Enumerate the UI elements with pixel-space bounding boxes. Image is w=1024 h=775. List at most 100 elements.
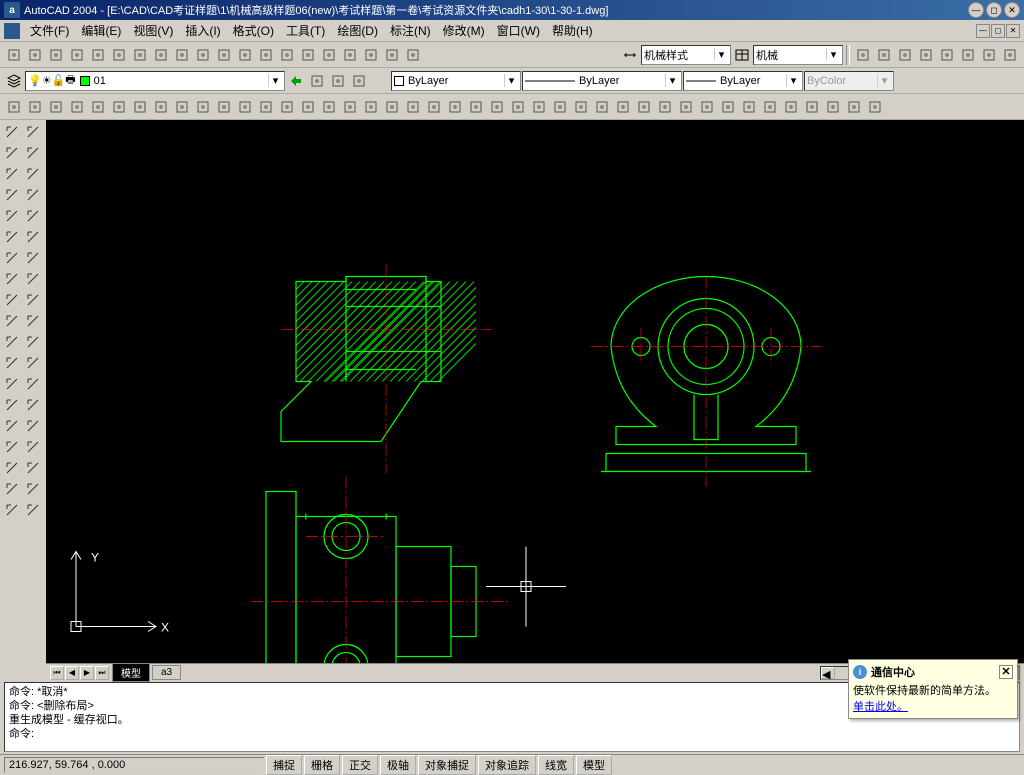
dimstyle-icon[interactable] — [620, 45, 640, 65]
draw-tool-7[interactable] — [2, 269, 22, 289]
modify-tool-7[interactable] — [23, 269, 43, 289]
modify-tool-11[interactable] — [23, 353, 43, 373]
draw-tool-11[interactable] — [2, 353, 22, 373]
layer-combo[interactable]: 💡 ☀ 🔓 🖶 01 ▾ — [25, 71, 285, 91]
modify-tool-12[interactable] — [23, 374, 43, 394]
status-模型[interactable]: 模型 — [576, 755, 612, 775]
dim-tool-17[interactable] — [361, 97, 381, 117]
open-button[interactable] — [25, 45, 45, 65]
plot-button[interactable] — [67, 45, 87, 65]
tablestyle-icon[interactable] — [732, 45, 752, 65]
zoom-all-button[interactable] — [895, 45, 915, 65]
layer-prev-button[interactable] — [286, 71, 306, 91]
dim-tool-18[interactable] — [382, 97, 402, 117]
dim-tool-4[interactable] — [88, 97, 108, 117]
preview-button[interactable] — [88, 45, 108, 65]
dim-tool-9[interactable] — [193, 97, 213, 117]
zoom-prev-button[interactable] — [319, 45, 339, 65]
menu-编辑e[interactable]: 编辑(E) — [75, 20, 127, 41]
modify-tool-9[interactable] — [23, 311, 43, 331]
zoom-obj-button[interactable] — [1000, 45, 1020, 65]
color-combo[interactable]: ByLayer▾ — [391, 71, 521, 91]
draw-tool-4[interactable] — [2, 206, 22, 226]
dim-tool-8[interactable] — [172, 97, 192, 117]
model-space-canvas[interactable]: YX — [46, 120, 1024, 663]
dim-tool-0[interactable] — [4, 97, 24, 117]
dim-tool-22[interactable] — [466, 97, 486, 117]
draw-tool-16[interactable] — [2, 458, 22, 478]
status-线宽[interactable]: 线宽 — [538, 755, 574, 775]
mdi-close-button[interactable]: ✕ — [1006, 24, 1020, 38]
dim-tool-35[interactable] — [739, 97, 759, 117]
copy-button[interactable] — [151, 45, 171, 65]
draw-tool-14[interactable] — [2, 416, 22, 436]
dim-tool-24[interactable] — [508, 97, 528, 117]
dim-tool-40[interactable] — [844, 97, 864, 117]
save-button[interactable] — [46, 45, 66, 65]
menu-文件f[interactable]: 文件(F) — [24, 20, 75, 41]
status-对象捕捉[interactable]: 对象捕捉 — [418, 755, 476, 775]
layout-tab[interactable]: a3 — [152, 665, 181, 680]
draw-tool-3[interactable] — [2, 185, 22, 205]
pan-button[interactable] — [256, 45, 276, 65]
dim-tool-32[interactable] — [676, 97, 696, 117]
modify-tool-6[interactable] — [23, 248, 43, 268]
dim-tool-39[interactable] — [823, 97, 843, 117]
paste-button[interactable] — [172, 45, 192, 65]
status-捕捉[interactable]: 捕捉 — [266, 755, 302, 775]
dim-tool-5[interactable] — [109, 97, 129, 117]
dim-tool-13[interactable] — [277, 97, 297, 117]
draw-tool-5[interactable] — [2, 227, 22, 247]
menu-视图v[interactable]: 视图(V) — [127, 20, 179, 41]
tool-palettes-button[interactable] — [382, 45, 402, 65]
coordinates-display[interactable]: 216.927, 59.764 , 0.000 — [4, 757, 264, 773]
dim-tool-34[interactable] — [718, 97, 738, 117]
dim-tool-3[interactable] — [67, 97, 87, 117]
dim-tool-1[interactable] — [25, 97, 45, 117]
draw-tool-1[interactable] — [2, 143, 22, 163]
draw-tool-0[interactable] — [2, 122, 22, 142]
menu-绘图d[interactable]: 绘图(D) — [331, 20, 384, 41]
designcenter-button[interactable] — [361, 45, 381, 65]
tab-first-button[interactable]: ⏮ — [50, 666, 64, 680]
dim-tool-25[interactable] — [529, 97, 549, 117]
notification-link[interactable]: 单击此处。 — [853, 701, 908, 713]
drawing-viewport[interactable]: YX ⏮ ◀ ▶ ⏭ 模型 a3 ◀▶ — [46, 120, 1024, 680]
dim-tool-33[interactable] — [697, 97, 717, 117]
modify-tool-0[interactable] — [23, 122, 43, 142]
minimize-button[interactable]: — — [968, 2, 984, 18]
dim-tool-19[interactable] — [403, 97, 423, 117]
mdi-restore-button[interactable]: ◻ — [991, 24, 1005, 38]
layer-manager-button[interactable] — [4, 71, 24, 91]
menu-窗口w[interactable]: 窗口(W) — [491, 20, 546, 41]
dim-tool-15[interactable] — [319, 97, 339, 117]
cut-button[interactable] — [130, 45, 150, 65]
dim-tool-37[interactable] — [781, 97, 801, 117]
match-button[interactable] — [193, 45, 213, 65]
dim-tool-16[interactable] — [340, 97, 360, 117]
draw-tool-17[interactable] — [2, 479, 22, 499]
help-button[interactable] — [403, 45, 423, 65]
draw-tool-13[interactable] — [2, 395, 22, 415]
dim-tool-27[interactable] — [571, 97, 591, 117]
model-tab[interactable]: 模型 — [112, 663, 150, 682]
modify-tool-16[interactable] — [23, 458, 43, 478]
menu-修改m[interactable]: 修改(M) — [437, 20, 491, 41]
dim-tool-38[interactable] — [802, 97, 822, 117]
layer-iso-button[interactable] — [349, 71, 369, 91]
tab-next-button[interactable]: ▶ — [80, 666, 94, 680]
dimstyle-combo[interactable]: 机械样式▾ — [641, 45, 731, 65]
draw-tool-12[interactable] — [2, 374, 22, 394]
redo-button[interactable] — [235, 45, 255, 65]
dim-tool-6[interactable] — [130, 97, 150, 117]
publish-button[interactable] — [109, 45, 129, 65]
notification-close-button[interactable]: ✕ — [999, 665, 1013, 679]
dim-tool-30[interactable] — [634, 97, 654, 117]
tablestyle-combo[interactable]: 机械▾ — [753, 45, 843, 65]
dim-tool-31[interactable] — [655, 97, 675, 117]
dim-tool-20[interactable] — [424, 97, 444, 117]
make-current-button[interactable] — [307, 71, 327, 91]
dim-tool-21[interactable] — [445, 97, 465, 117]
tab-last-button[interactable]: ⏭ — [95, 666, 109, 680]
menu-插入i[interactable]: 插入(I) — [179, 20, 226, 41]
